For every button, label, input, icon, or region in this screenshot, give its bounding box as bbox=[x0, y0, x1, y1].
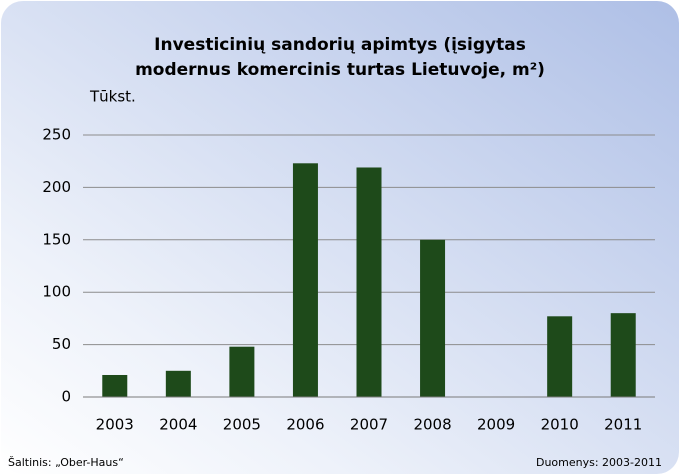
chart-title: Investicinių sandorių apimtys (įsigytas bbox=[154, 35, 526, 55]
y-tick-label: 0 bbox=[61, 388, 71, 406]
y-tick-label: 50 bbox=[52, 335, 71, 353]
x-tick-label: 2011 bbox=[604, 416, 642, 434]
bar bbox=[229, 346, 255, 397]
x-tick-label: 2007 bbox=[350, 416, 388, 434]
bar bbox=[102, 374, 128, 397]
y-tick-label: 100 bbox=[42, 283, 71, 301]
y-axis-label: Tūkst. bbox=[89, 88, 136, 106]
bar bbox=[292, 163, 318, 397]
x-tick-label: 2008 bbox=[413, 416, 451, 434]
bar bbox=[547, 316, 573, 397]
chart-title: modernus komercinis turtas Lietuvoje, m²… bbox=[135, 60, 545, 80]
bar bbox=[165, 370, 191, 397]
y-tick-label: 250 bbox=[42, 126, 71, 144]
x-tick-label: 2005 bbox=[223, 416, 261, 434]
bar bbox=[420, 239, 446, 397]
y-tick-label: 150 bbox=[42, 230, 71, 248]
x-tick-label: 2004 bbox=[159, 416, 197, 434]
bar bbox=[356, 167, 382, 397]
x-tick-label: 2010 bbox=[541, 416, 579, 434]
x-tick-label: 2006 bbox=[286, 416, 324, 434]
y-tick-label: 200 bbox=[42, 178, 71, 196]
x-tick-label: 2009 bbox=[477, 416, 515, 434]
bar bbox=[610, 313, 636, 397]
data-note: Duomenys: 2003-2011 bbox=[536, 456, 662, 469]
x-tick-label: 2003 bbox=[96, 416, 134, 434]
source-note: Šaltinis: „Ober-Haus“ bbox=[8, 456, 124, 469]
